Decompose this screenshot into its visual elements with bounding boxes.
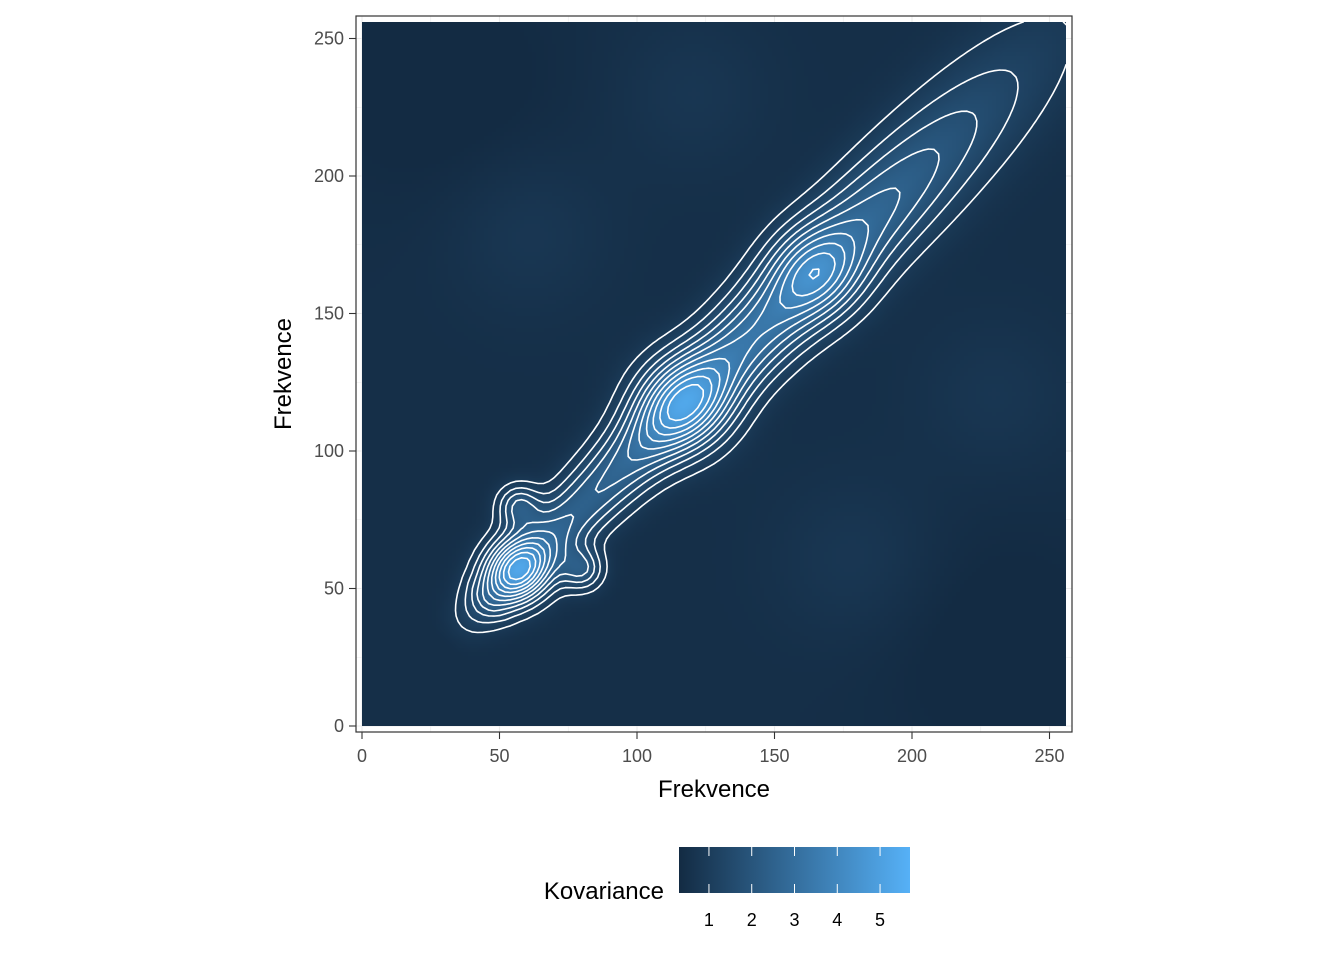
contour-line — [490, 232, 856, 598]
contour-line — [502, 268, 820, 586]
x-tick-label: 0 — [357, 746, 367, 766]
contour-line — [486, 218, 870, 602]
legend-tick-label: 5 — [875, 910, 885, 930]
x-axis-title: Frekvence — [658, 776, 770, 803]
legend-tick-label: 2 — [747, 910, 757, 930]
panel-border — [355, 15, 1073, 733]
x-axis: 0 50 100 150 200 250 — [357, 732, 1065, 766]
x-tick-label: 100 — [622, 746, 652, 766]
contour-line — [471, 110, 978, 617]
y-tick-label: 200 — [314, 166, 344, 186]
contour-line — [464, 69, 1019, 624]
y-tick-label: 0 — [334, 716, 344, 736]
y-tick-label: 150 — [314, 304, 344, 324]
legend-title: Kovariance — [544, 878, 664, 905]
legend-tick-label: 3 — [789, 910, 799, 930]
contour-line — [476, 148, 940, 612]
y-tick-label: 100 — [314, 441, 344, 461]
y-axis-title: Frekvence — [270, 318, 297, 430]
contour-line — [454, 22, 1066, 634]
contour-line — [498, 252, 836, 590]
legend: Kovariance 1 2 3 4 5 — [544, 847, 910, 930]
x-tick-label: 250 — [1034, 746, 1064, 766]
y-axis: 0 50 100 150 200 250 — [314, 29, 356, 736]
legend-ticks: 1 2 3 4 5 — [704, 847, 885, 930]
y-tick-label: 250 — [314, 29, 344, 49]
legend-tick-label: 4 — [832, 910, 842, 930]
x-tick-label: 150 — [759, 746, 789, 766]
heatmap-raster — [362, 22, 1066, 726]
y-tick-label: 50 — [324, 579, 344, 599]
x-tick-label: 50 — [489, 746, 509, 766]
contour-line — [507, 384, 704, 581]
x-tick-label: 200 — [897, 746, 927, 766]
legend-tick-label: 1 — [704, 910, 714, 930]
contour-line — [494, 242, 846, 594]
contour-line — [482, 187, 901, 606]
contour-lines — [454, 22, 1066, 634]
